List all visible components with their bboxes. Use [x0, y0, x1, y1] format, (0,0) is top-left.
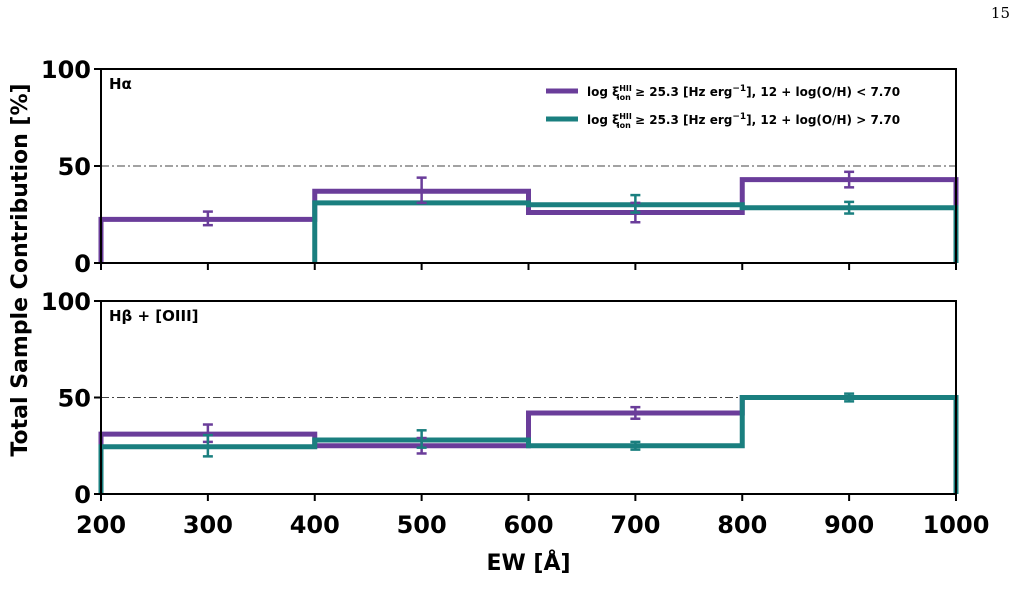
x-tick-label: 800	[717, 511, 767, 539]
y-tick-label: 100	[41, 56, 91, 84]
y-tick-label: 50	[58, 385, 91, 413]
x-tick-label: 500	[397, 511, 447, 539]
x-tick-label: 700	[610, 511, 660, 539]
y-tick-label: 100	[41, 288, 91, 316]
y-tick-label: 0	[74, 481, 91, 509]
panel-2: 200 300 400 500 600 700 800 900 1000 0 50 100 Hβ + […	[41, 288, 990, 539]
x-tick-label: 400	[290, 511, 340, 539]
x-axis-label: EW [Å]	[486, 550, 570, 576]
y-axis-label: Total Sample Contribution [%]	[8, 83, 33, 456]
x-tick-label: 900	[824, 511, 874, 539]
panel-label: Hα	[109, 75, 132, 93]
legend: log ξHII ion ≥ 25.3 [Hz erg−1], 12 + log(…	[546, 84, 900, 130]
panel-1: 0 50 100 Hα log ξHII ion ≥ 25.3 [Hz erg−1], 1…	[41, 56, 959, 278]
histogram-series-1	[98, 177, 959, 263]
y-tick-label: 50	[58, 153, 91, 181]
y-tick-label: 0	[74, 250, 91, 278]
page-number: 15	[990, 4, 1010, 22]
legend-label: log ξHII ion ≥ 25.3 [Hz erg−1], 12 + log(…	[587, 84, 900, 102]
panel-label: Hβ + [OIII]	[109, 307, 199, 325]
legend-label: log ξHII ion ≥ 25.3 [Hz erg−1], 12 + log(…	[587, 112, 900, 130]
x-tick-label: 300	[183, 511, 233, 539]
x-tick-label: 200	[76, 511, 126, 539]
x-tick-label: 1000	[923, 511, 990, 539]
x-tick-label: 600	[503, 511, 553, 539]
